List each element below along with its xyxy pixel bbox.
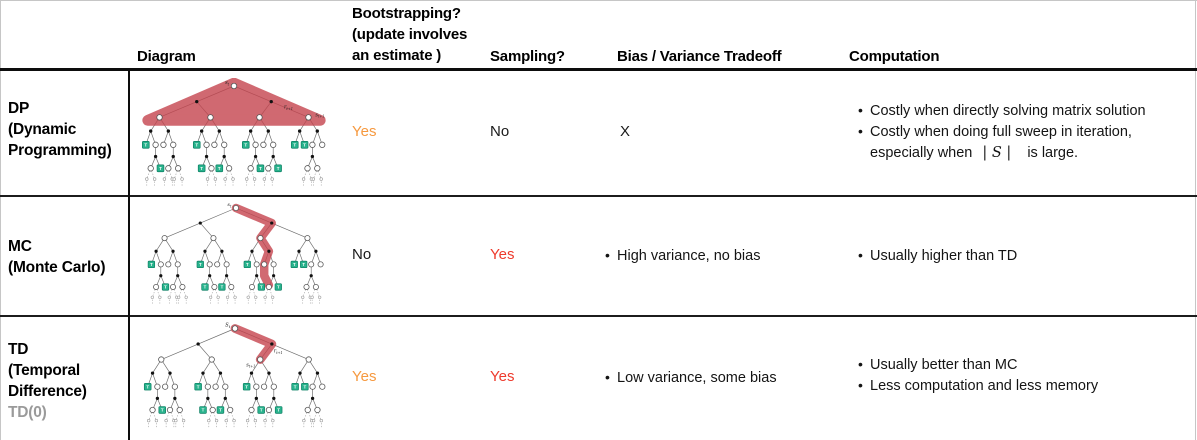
row-label-dp: DP (Dynamic Programming) [8,98,112,161]
td-computation-bullet-1: Usually better than MC [857,354,1098,376]
td-bias-variance-text: Low variance, some bias [617,370,777,386]
top-border [0,0,1197,1]
dp-computation-bullet-2-text: Costly when doing full sweep in iteratio… [870,124,1132,140]
dp-computation-bullet-2: Costly when doing full sweep in iteratio… [857,121,1146,143]
svg-text:T: T [277,408,280,413]
svg-text:T: T [221,285,224,290]
svg-text:T: T [197,384,200,389]
svg-text:T: T [260,408,263,413]
mc-bias-variance-bullet: High variance, no bias [604,245,761,267]
column-divider [128,68,130,440]
svg-text:T: T [302,262,305,267]
td-computation: Usually better than MC Less computation … [857,354,1099,397]
svg-text:T: T [294,384,297,389]
svg-text:T: T [146,384,149,389]
svg-text:T: T [245,384,248,389]
svg-text:T: T [150,262,153,267]
header-rule [0,68,1197,71]
row-label-td: TD (Temporal Difference) TD(0) [8,339,87,423]
dp-computation-bullet-1: Costly when directly solving matrix solu… [857,100,1146,122]
svg-text:T: T [195,142,198,147]
svg-text:st: st [227,202,232,208]
mc-bias-variance-text: High variance, no bias [617,248,761,264]
row-separator-1 [0,195,1197,197]
col-header-bootstrapping: Bootstrapping? (update involves an estim… [352,3,467,66]
svg-text:T: T [246,262,249,267]
svg-text:T: T [219,408,222,413]
td-name-line2: Difference) [8,383,87,400]
td-zero-variant-label: TD(0) [8,404,47,421]
svg-text:T: T [244,142,247,147]
col-header-computation: Computation [849,48,940,65]
svg-text:T: T [204,285,207,290]
svg-text:T: T [161,408,164,413]
dp-bootstrapping-value: Yes [352,123,377,140]
col-header-diagram: Diagram [137,48,196,65]
col-header-sampling: Sampling? [490,48,565,65]
col-header-bias-variance: Bias / Variance Tradeoff [617,48,782,65]
td-computation-bullet-2: Less computation and less memory [857,375,1099,397]
mc-bias-variance-cell: High variance, no bias [604,245,761,267]
svg-text:T: T [218,166,221,171]
mc-computation-bullet-1: Usually higher than TD [857,245,1018,267]
svg-text:rt+1: rt+1 [274,349,283,355]
dp-computation-bullet-1-text: Costly when directly solving matrix solu… [870,103,1146,119]
col-header-bootstrapping-line1: Bootstrapping? [352,5,461,22]
mc-bootstrapping-value: No [352,246,372,263]
svg-text:St: St [225,323,230,329]
svg-text:T: T [159,166,162,171]
td-name-line1: (Temporal [8,362,80,379]
dp-computation-cont-pre: especially when [870,145,973,161]
td-sampling-value: Yes [490,368,515,385]
dp-sampling-value: No [490,123,510,140]
left-border [0,0,1,440]
svg-text:st+1: st+1 [315,112,324,118]
svg-text:T: T [277,166,280,171]
td-bootstrapping-value: Yes [352,368,377,385]
mc-backup-diagram: T T T T T T T T T Tst [147,202,324,304]
mc-sampling-value: Yes [490,246,515,263]
mc-abbrev: MC [8,238,32,255]
state-space-cardinality-symbol: | S | [982,145,1012,161]
mc-name-line1: (Monte Carlo) [8,259,106,276]
col-header-bootstrapping-line3: an estimate ) [352,47,442,64]
dp-bias-variance-value: X [620,123,631,140]
td-bias-variance-cell: Low variance, some bias [604,367,777,389]
dp-computation-cont-post: is large. [1027,145,1079,161]
svg-text:T: T [200,166,203,171]
td-abbrev: TD [8,341,29,358]
dp-name-line2: Programming) [8,142,112,159]
col-header-bootstrapping-line2: (update involves [352,26,468,43]
right-border [1195,0,1196,440]
dp-computation-bullet-2-cont: especially when | S | is large. [857,143,1146,164]
svg-text:T: T [303,142,306,147]
svg-text:st: st [225,80,230,86]
dp-computation: Costly when directly solving matrix solu… [857,100,1146,164]
svg-text:T: T [259,166,262,171]
row-label-mc: MC (Monte Carlo) [8,236,105,278]
td-computation-bullet-2-text: Less computation and less memory [870,378,1099,394]
svg-text:T: T [199,262,202,267]
dp-abbrev: DP [8,100,30,117]
td-bias-variance-bullet: Low variance, some bias [604,367,777,389]
td-backup-diagram: T T T T T T T T T T St rt+1 st+1 [143,323,326,428]
svg-text:T: T [293,262,296,267]
dp-name-line1: (Dynamic [8,121,77,138]
svg-text:T: T [260,285,263,290]
dp-backup-diagram: T T T T T T T T T Tst rt+1 st+1 [142,78,326,186]
row-separator-2 [0,315,1197,317]
svg-text:T: T [144,142,147,147]
td-computation-bullet-1-text: Usually better than MC [870,357,1018,373]
svg-text:st+1: st+1 [246,362,255,368]
svg-text:T: T [293,142,296,147]
svg-text:T: T [303,384,306,389]
svg-text:T: T [164,285,167,290]
svg-text:T: T [202,408,205,413]
svg-text:rt+1: rt+1 [284,105,293,111]
mc-computation-bullet-1-text: Usually higher than TD [870,248,1018,264]
svg-text:T: T [277,285,280,290]
mc-computation: Usually higher than TD [857,245,1018,267]
